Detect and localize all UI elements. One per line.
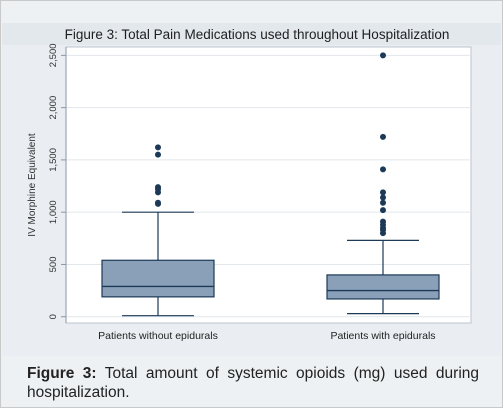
outlier-point: [380, 133, 386, 140]
outlier-point: [380, 207, 386, 214]
y-tick-label: 1,500: [48, 148, 59, 172]
outlier-point: [155, 184, 161, 191]
outlier-point: [380, 218, 386, 225]
y-axis-label: IV Morphine Equivalent: [27, 133, 38, 237]
outlier-point: [380, 194, 386, 201]
outlier-point: [380, 166, 386, 173]
caption-text: Total amount of systemic opioids (mg) us…: [27, 365, 480, 401]
outlier-point: [380, 199, 386, 206]
outlier-point: [155, 151, 161, 158]
x-category-label: Patients without epidurals: [98, 330, 218, 342]
outlier-point: [380, 52, 386, 59]
y-tick-label: 500: [48, 257, 59, 273]
outlier-point: [155, 199, 161, 206]
box-group-2: Patients with epidurals: [326, 52, 440, 342]
iqr-box: [101, 259, 215, 298]
caption-label: Figure 3:: [27, 365, 97, 382]
boxes: Patients without epidurals Patients with …: [98, 52, 440, 342]
iqr-box: [326, 274, 440, 300]
box-plot-chart: 0 500 1,000 1,500 2,000 2,500 Patients withou…: [2, 23, 501, 356]
y-tick-label: 2,000: [48, 96, 59, 120]
chart-title-background: [2, 23, 501, 45]
outlier-point: [155, 144, 161, 151]
x-category-label: Patients with epidurals: [330, 330, 435, 342]
y-tick-label: 1,000: [48, 200, 59, 224]
y-tick-label: 2,500: [48, 43, 59, 67]
outlier-point: [380, 189, 386, 196]
y-axis: 0 500 1,000 1,500 2,000 2,500: [48, 43, 67, 323]
box-group-1: Patients without epidurals: [98, 144, 218, 342]
figure-caption: Figure 3: Total amount of systemic opioi…: [27, 364, 479, 402]
chart-title: Figure 3: Total Pain Medications used th…: [65, 27, 450, 42]
y-tick-label: 0: [48, 314, 59, 319]
